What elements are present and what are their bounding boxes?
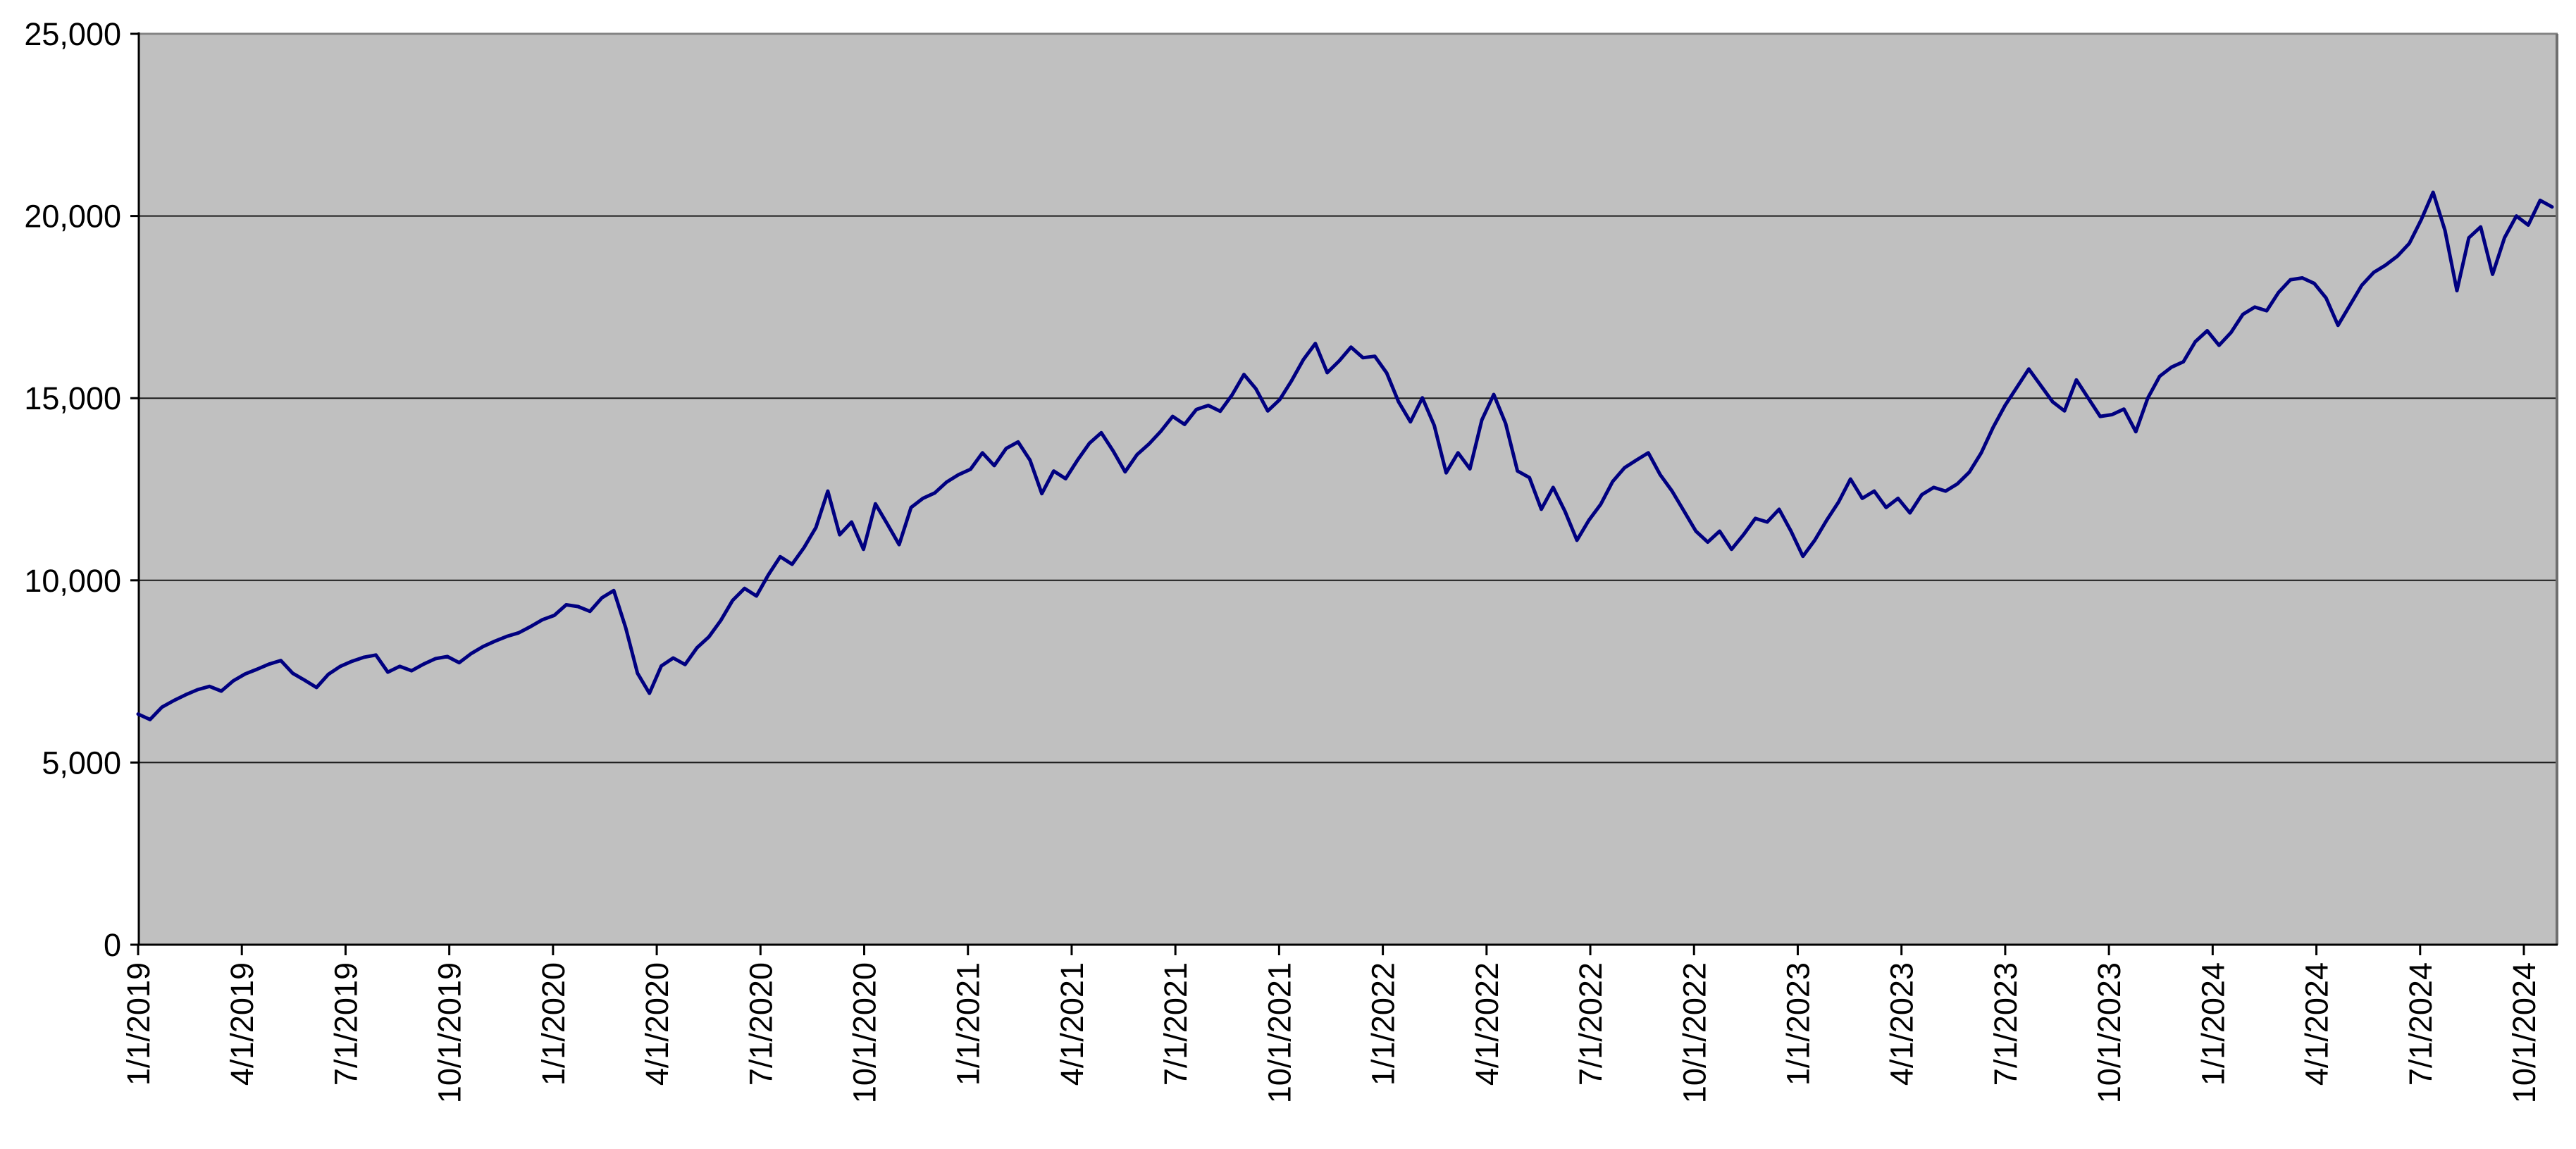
x-axis-tick-label: 7/1/2020 [743,962,779,1086]
x-axis-tick-label: 4/1/2023 [1884,962,1920,1086]
x-axis-tick-label: 4/1/2021 [1054,962,1090,1086]
x-axis-tick-label: 1/1/2024 [2195,962,2231,1086]
x-axis-tick-label: 4/1/2024 [2299,962,2335,1086]
x-axis-tick-label: 10/1/2024 [2506,962,2542,1103]
x-axis-tick-label: 1/1/2020 [535,962,571,1086]
y-axis-tick-label: 20,000 [24,199,121,235]
y-axis-tick-label: 15,000 [24,380,121,416]
x-axis-tick-label: 1/1/2019 [120,962,156,1086]
y-axis-tick-label: 25,000 [24,16,121,52]
x-axis-tick-label: 10/1/2021 [1261,962,1297,1103]
x-axis-tick-label: 7/1/2023 [1988,962,2024,1086]
x-axis-tick-label: 4/1/2020 [639,962,675,1086]
x-axis-tick-label: 10/1/2022 [1676,962,1712,1103]
x-axis-tick-label: 7/1/2019 [328,962,364,1086]
x-axis-tick-label: 7/1/2024 [2403,962,2439,1086]
x-axis-tick-label: 1/1/2021 [950,962,986,1086]
price-series-line [136,190,2554,721]
x-axis-tick-label: 4/1/2019 [224,962,260,1086]
x-axis-tick-label: 10/1/2020 [847,962,883,1103]
x-axis-tick-label: 7/1/2021 [1158,962,1194,1086]
y-axis-tick-label: 0 [104,927,121,963]
x-axis-tick-label: 10/1/2019 [432,962,468,1103]
x-axis-tick-label: 10/1/2023 [2091,962,2127,1103]
x-axis-tick-label: 1/1/2023 [1780,962,1816,1086]
plot-area [139,34,2558,945]
x-axis-tick-label: 1/1/2022 [1366,962,1401,1086]
x-axis-tick-label: 7/1/2022 [1573,962,1609,1086]
x-axis-tick-label: 4/1/2022 [1469,962,1505,1086]
y-axis-tick-label: 10,000 [24,563,121,599]
y-axis-tick-label: 5,000 [42,745,121,781]
